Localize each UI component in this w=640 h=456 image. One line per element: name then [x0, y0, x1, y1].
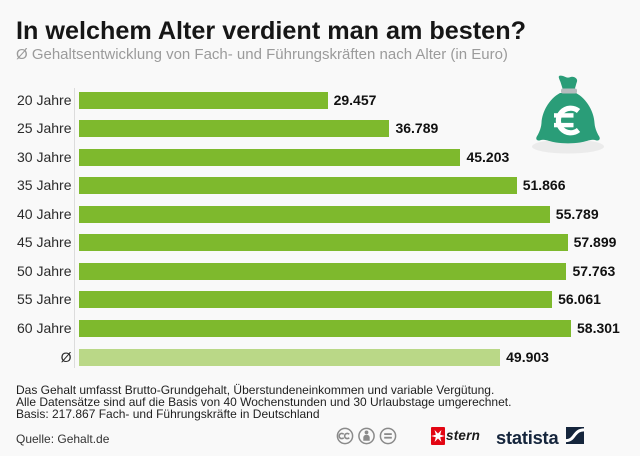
statista-logo-icon: [565, 427, 584, 444]
value-label: 55.789: [555, 205, 599, 222]
bar: [79, 148, 461, 166]
value-label: 57.763: [572, 262, 616, 279]
value-label: 49.903: [506, 348, 549, 365]
bar: [79, 234, 568, 252]
category-label: 30 Jahre: [17, 148, 72, 165]
money-bag-body: [536, 93, 600, 144]
euro-symbol: [554, 105, 581, 136]
bar: [79, 348, 501, 366]
money-bag-band: [561, 88, 577, 94]
stern-wordmark: stern: [446, 428, 481, 443]
value-label: 57.899: [573, 234, 617, 251]
bar: [79, 291, 553, 309]
category-label: 25 Jahre: [17, 120, 72, 137]
category-label: 35 Jahre: [17, 177, 72, 194]
footnote-line: Das Gehalt umfasst Brutto-Grundgehalt, Ü…: [16, 382, 495, 397]
value-label: 45.203: [466, 148, 510, 165]
bar: [79, 262, 567, 280]
y-axis-line: [73, 88, 75, 368]
bar: [79, 205, 550, 223]
cc-icon: [336, 427, 354, 444]
footnote-line: Alle Datensätze sind auf die Basis von 4…: [16, 394, 512, 409]
page-subtitle: Ø Gehaltsentwicklung von Fach- und Führu…: [16, 45, 508, 63]
bar: [79, 91, 328, 109]
money-bag-shadow: [532, 139, 604, 154]
money-bag-euro-icon: [532, 75, 604, 154]
category-label: 45 Jahre: [17, 234, 72, 251]
category-label: Ø: [60, 348, 72, 365]
value-label: 58.301: [577, 320, 620, 337]
value-label: 56.061: [558, 291, 601, 308]
category-label: 55 Jahre: [17, 291, 72, 308]
footnotes: Das Gehalt umfasst Brutto-Grundgehalt, Ü…: [16, 384, 511, 420]
cc-license-icons: [336, 427, 397, 444]
cc-by-icon: [358, 427, 375, 444]
statista-wordmark: statista: [496, 426, 559, 448]
bar: [79, 120, 390, 138]
value-label: 29.457: [333, 91, 377, 108]
value-label: 36.789: [395, 120, 439, 137]
category-label: 20 Jahre: [17, 91, 72, 108]
value-label: 51.866: [522, 177, 566, 194]
stern-logo-icon: [431, 427, 445, 445]
footnote-line: Basis: 217.867 Fach- und Führungskräfte …: [16, 406, 320, 421]
category-label: 60 Jahre: [17, 320, 72, 337]
category-label: 40 Jahre: [17, 205, 72, 222]
bar: [79, 320, 571, 338]
page-title: In welchem Alter verdient man am besten?: [16, 17, 526, 45]
cc-nd-icon: [379, 427, 397, 444]
money-bag-knot: [558, 75, 578, 90]
bar: [79, 177, 517, 195]
source-label: Quelle: Gehalt.de: [16, 432, 110, 446]
category-label: 50 Jahre: [17, 262, 72, 279]
